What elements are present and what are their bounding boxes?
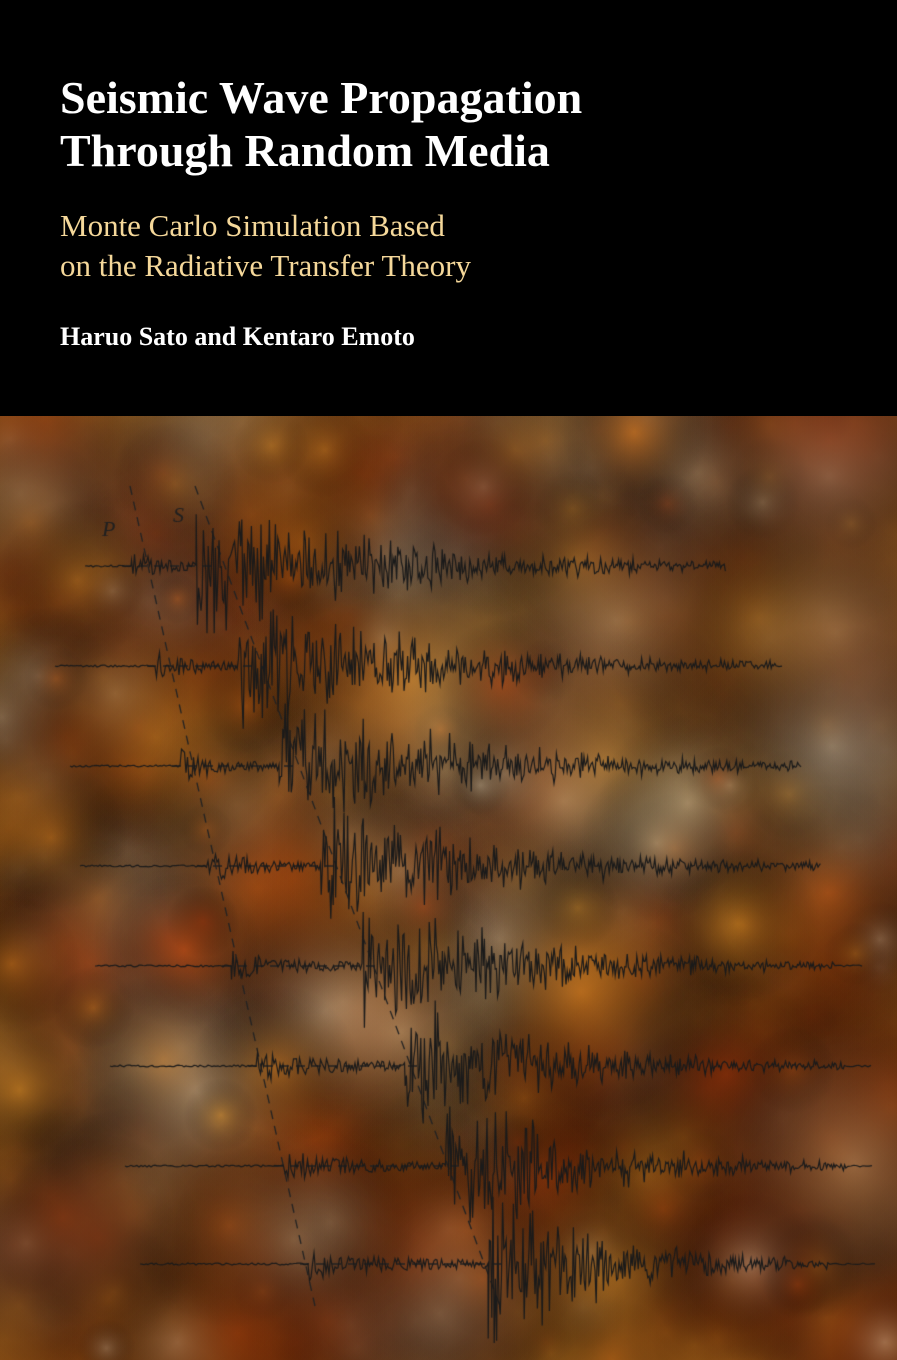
header-block: Seismic Wave Propagation Through Random … xyxy=(0,0,897,416)
seismogram-canvas xyxy=(0,416,897,1360)
title-line-2: Through Random Media xyxy=(60,125,550,176)
subtitle-line-2: on the Radiative Transfer Theory xyxy=(60,248,471,283)
title-line-1: Seismic Wave Propagation xyxy=(60,72,582,123)
cover-illustration xyxy=(0,416,897,1360)
book-subtitle: Monte Carlo Simulation Based on the Radi… xyxy=(60,206,837,287)
authors: Haruo Sato and Kentaro Emoto xyxy=(60,322,837,352)
subtitle-line-1: Monte Carlo Simulation Based xyxy=(60,208,445,243)
book-title: Seismic Wave Propagation Through Random … xyxy=(60,72,837,178)
